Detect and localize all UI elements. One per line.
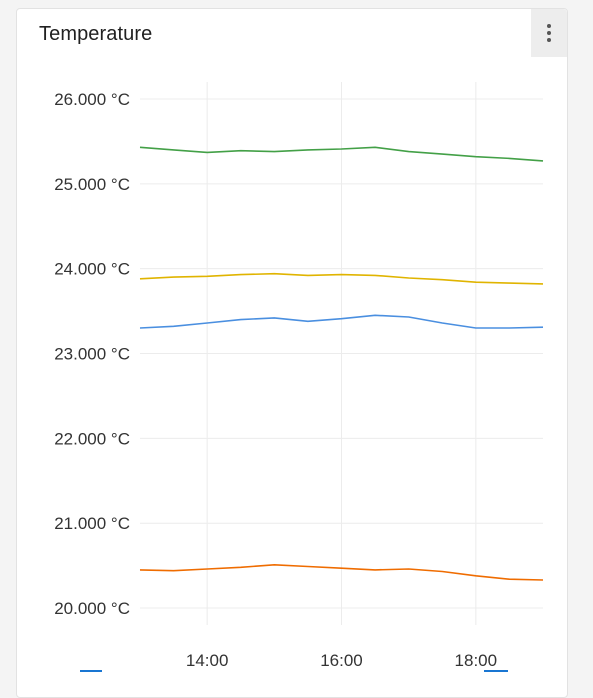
x-tick-label: 14:00 xyxy=(186,651,229,670)
y-tick-label: 22.000 °C xyxy=(54,429,130,448)
y-tick-label: 24.000 °C xyxy=(54,260,130,279)
temperature-chart: 26.000 °C 25.000 °C 24.000 °C 23.000 °C 22.0… xyxy=(0,0,593,680)
chart-grid xyxy=(140,82,543,625)
y-axis-labels: 26.000 °C 25.000 °C 24.000 °C 23.000 °C 22.0… xyxy=(54,90,130,618)
y-tick-label: 21.000 °C xyxy=(54,514,130,533)
y-tick-label: 26.000 °C xyxy=(54,90,130,109)
legend-item-partial[interactable] xyxy=(80,670,102,684)
legend-item-partial[interactable] xyxy=(484,670,508,684)
y-tick-label: 20.000 °C xyxy=(54,599,130,618)
y-tick-label: 23.000 °C xyxy=(54,345,130,364)
x-tick-label: 16:00 xyxy=(320,651,363,670)
y-tick-label: 25.000 °C xyxy=(54,175,130,194)
x-axis-labels: 14:00 16:00 18:00 xyxy=(186,651,497,670)
x-tick-label: 18:00 xyxy=(455,651,498,670)
